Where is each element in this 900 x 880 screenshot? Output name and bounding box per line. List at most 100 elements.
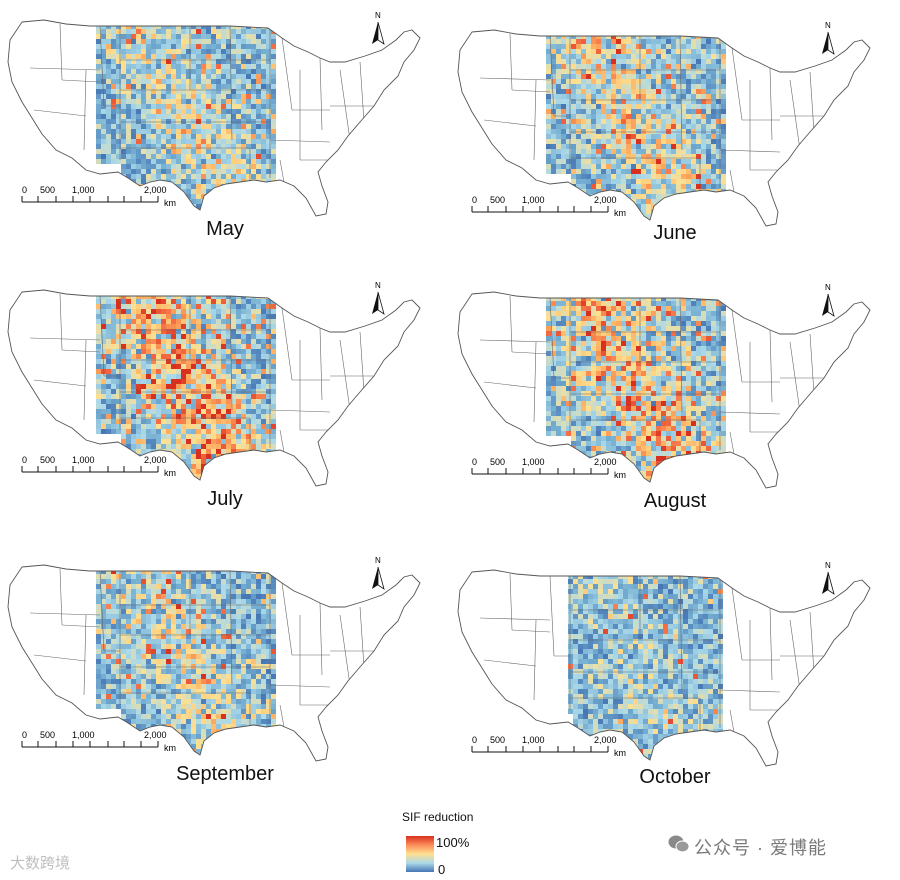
sif-cell xyxy=(576,104,581,109)
sif-cell xyxy=(96,299,101,304)
sif-cell xyxy=(601,366,606,371)
sif-cell xyxy=(176,89,181,94)
sif-cell xyxy=(651,199,656,204)
sif-cell xyxy=(141,99,146,104)
sif-cell xyxy=(656,199,661,204)
sif-cell xyxy=(576,331,581,336)
sif-cell xyxy=(661,336,666,341)
sif-cell xyxy=(661,154,666,159)
sif-cell xyxy=(261,394,266,399)
sif-cell xyxy=(271,99,276,104)
sif-cell xyxy=(196,394,201,399)
sif-cell xyxy=(111,349,116,354)
sif-cell xyxy=(671,331,676,336)
sif-cell xyxy=(246,439,251,444)
sif-cell xyxy=(246,129,251,134)
sif-cell xyxy=(626,301,631,306)
sif-cell xyxy=(201,79,206,84)
sif-cell xyxy=(241,149,246,154)
sif-cell xyxy=(231,154,236,159)
sif-cell xyxy=(171,89,176,94)
sif-cell xyxy=(706,169,711,174)
sif-cell xyxy=(146,49,151,54)
sif-cell xyxy=(616,184,621,189)
sif-cell xyxy=(216,149,221,154)
sif-cell xyxy=(236,359,241,364)
sif-cell xyxy=(671,204,676,209)
sif-cell xyxy=(256,44,261,49)
sif-cell xyxy=(146,44,151,49)
sif-cell xyxy=(596,321,601,326)
sif-cell xyxy=(151,174,156,179)
sif-cell xyxy=(121,39,126,44)
scale-bar xyxy=(21,466,159,473)
sif-cell xyxy=(166,29,171,34)
sif-cell xyxy=(211,144,216,149)
sif-cell xyxy=(596,164,601,169)
sif-cell xyxy=(186,39,191,44)
sif-cell xyxy=(701,119,706,124)
sif-cell xyxy=(581,139,586,144)
sif-cell xyxy=(246,459,251,464)
sif-cell xyxy=(586,59,591,64)
sif-cell xyxy=(626,139,631,144)
sif-cell xyxy=(186,304,191,309)
sif-cell xyxy=(596,331,601,336)
sif-cell xyxy=(216,134,221,139)
sif-cell xyxy=(176,384,181,389)
sif-cell xyxy=(116,94,121,99)
sif-cell xyxy=(606,64,611,69)
sif-cell xyxy=(551,154,556,159)
sif-cell xyxy=(641,54,646,59)
sif-cell xyxy=(711,336,716,341)
sif-cell xyxy=(166,134,171,139)
sif-cell xyxy=(151,329,156,334)
sif-cell xyxy=(556,341,561,346)
sif-cell xyxy=(646,199,651,204)
sif-cell xyxy=(106,149,111,154)
sif-cell xyxy=(651,189,656,194)
sif-cell xyxy=(216,144,221,149)
sif-cell xyxy=(666,401,671,406)
sif-cell xyxy=(216,364,221,369)
sif-cell xyxy=(696,406,701,411)
sif-cell xyxy=(601,386,606,391)
sif-cell xyxy=(631,296,636,301)
sif-cell xyxy=(126,424,131,429)
sif-cell xyxy=(631,341,636,346)
sif-cell xyxy=(196,329,201,334)
sif-cell xyxy=(256,474,261,479)
sif-cell xyxy=(146,409,151,414)
sif-cell xyxy=(186,419,191,424)
sif-cell xyxy=(126,294,131,299)
sif-cell xyxy=(221,144,226,149)
sif-cell xyxy=(706,174,711,179)
sif-cell xyxy=(581,361,586,366)
sif-cell xyxy=(131,129,136,134)
sif-cell xyxy=(551,356,556,361)
sif-cell xyxy=(151,89,156,94)
sif-cell xyxy=(681,391,686,396)
sif-cell xyxy=(101,339,106,344)
sif-cell xyxy=(221,449,226,454)
sif-cell xyxy=(621,134,626,139)
sif-cell xyxy=(166,44,171,49)
sif-cell xyxy=(126,174,131,179)
sif-cell xyxy=(611,391,616,396)
sif-cell xyxy=(151,409,156,414)
sif-cell xyxy=(246,159,251,164)
sif-cell xyxy=(221,204,226,209)
sif-cell xyxy=(151,99,156,104)
sif-cell xyxy=(191,99,196,104)
sif-cell xyxy=(111,94,116,99)
sif-cell xyxy=(221,114,226,119)
sif-cell xyxy=(656,149,661,154)
sif-cell xyxy=(546,84,551,89)
sif-cell xyxy=(156,349,161,354)
sif-cell xyxy=(186,394,191,399)
sif-cell xyxy=(146,404,151,409)
sif-cell xyxy=(701,94,706,99)
sif-cell xyxy=(241,409,246,414)
sif-cell xyxy=(216,49,221,54)
